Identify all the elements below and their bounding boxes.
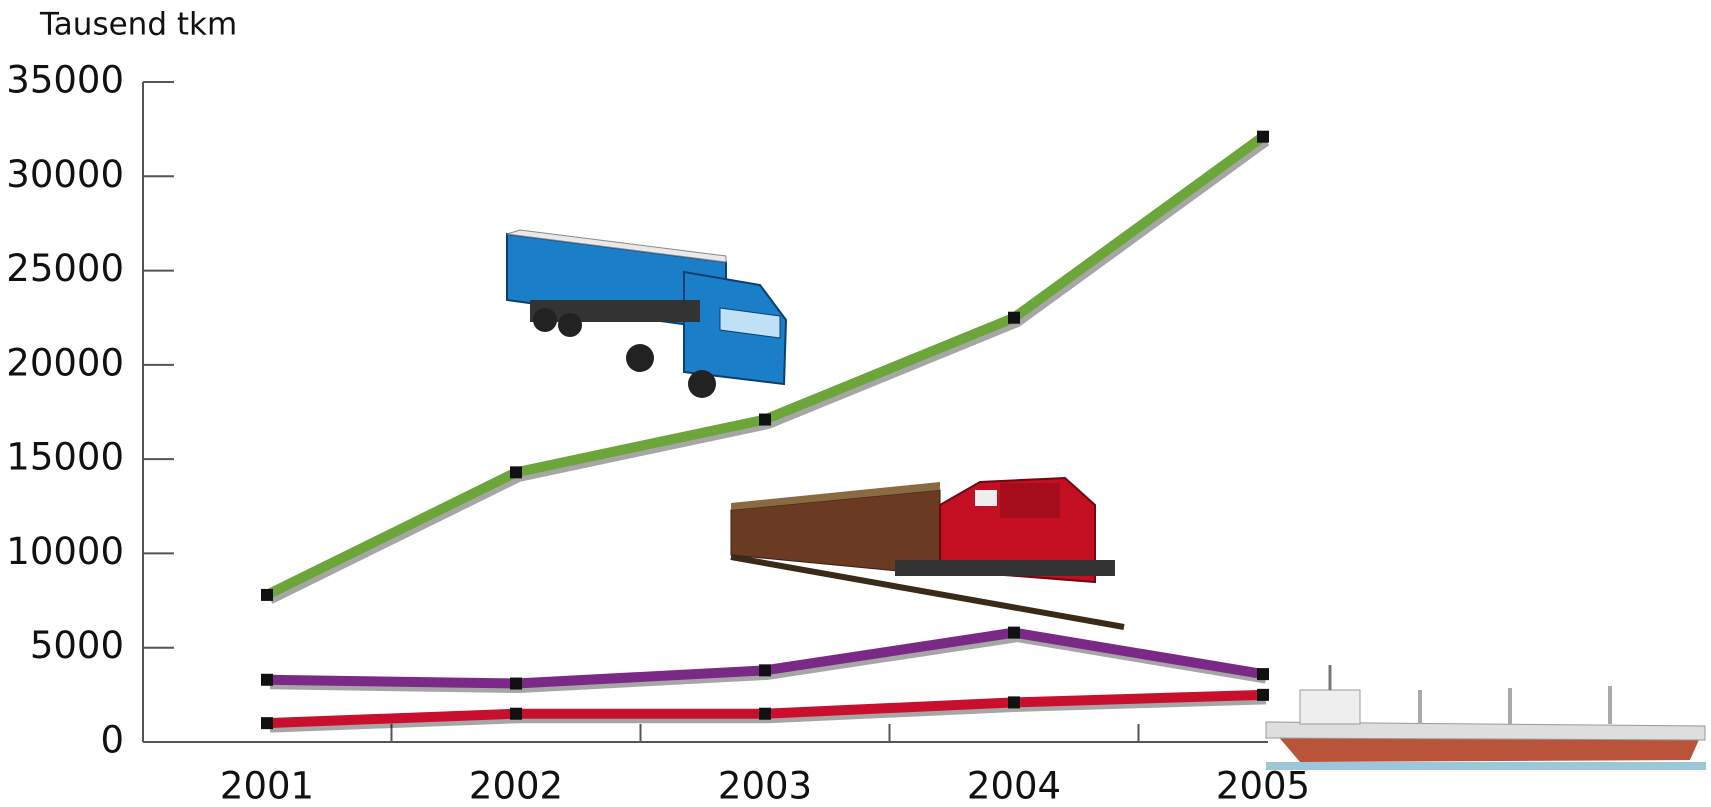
y-tick-label: 30000 — [6, 153, 124, 196]
point-marker — [759, 707, 771, 720]
y-tick-label: 35000 — [6, 59, 124, 102]
point-marker — [261, 588, 273, 601]
x-tick-label: 2005 — [1216, 765, 1310, 807]
point-marker — [1257, 688, 1269, 701]
train-illustration — [730, 476, 1125, 630]
x-tick-label: 2004 — [967, 765, 1061, 807]
x-tick-label: 2002 — [469, 765, 563, 807]
ship-illustration — [1265, 665, 1706, 770]
y-tick-label: 20000 — [6, 341, 124, 384]
point-marker — [759, 413, 771, 426]
y-tick-label: 15000 — [6, 436, 124, 479]
point-marker — [759, 664, 771, 677]
point-marker — [1008, 626, 1020, 639]
y-axis-label: Tausend tkm — [39, 7, 237, 43]
x-tick-label: 2001 — [220, 765, 314, 807]
point-marker — [510, 466, 522, 479]
point-marker — [1257, 130, 1269, 143]
point-marker — [510, 677, 522, 690]
point-marker — [1008, 696, 1020, 709]
x-tick-label: 2003 — [718, 765, 812, 807]
y-tick-label: 25000 — [6, 247, 124, 290]
point-marker — [1257, 668, 1269, 681]
y-tick-label: 5000 — [30, 624, 124, 667]
point-marker — [261, 717, 273, 730]
point-marker — [261, 673, 273, 686]
y-tick-label: 10000 — [6, 530, 124, 573]
point-marker — [1008, 311, 1020, 324]
y-tick-label: 0 — [100, 719, 124, 762]
point-marker — [510, 707, 522, 720]
truck-illustration — [506, 229, 788, 398]
